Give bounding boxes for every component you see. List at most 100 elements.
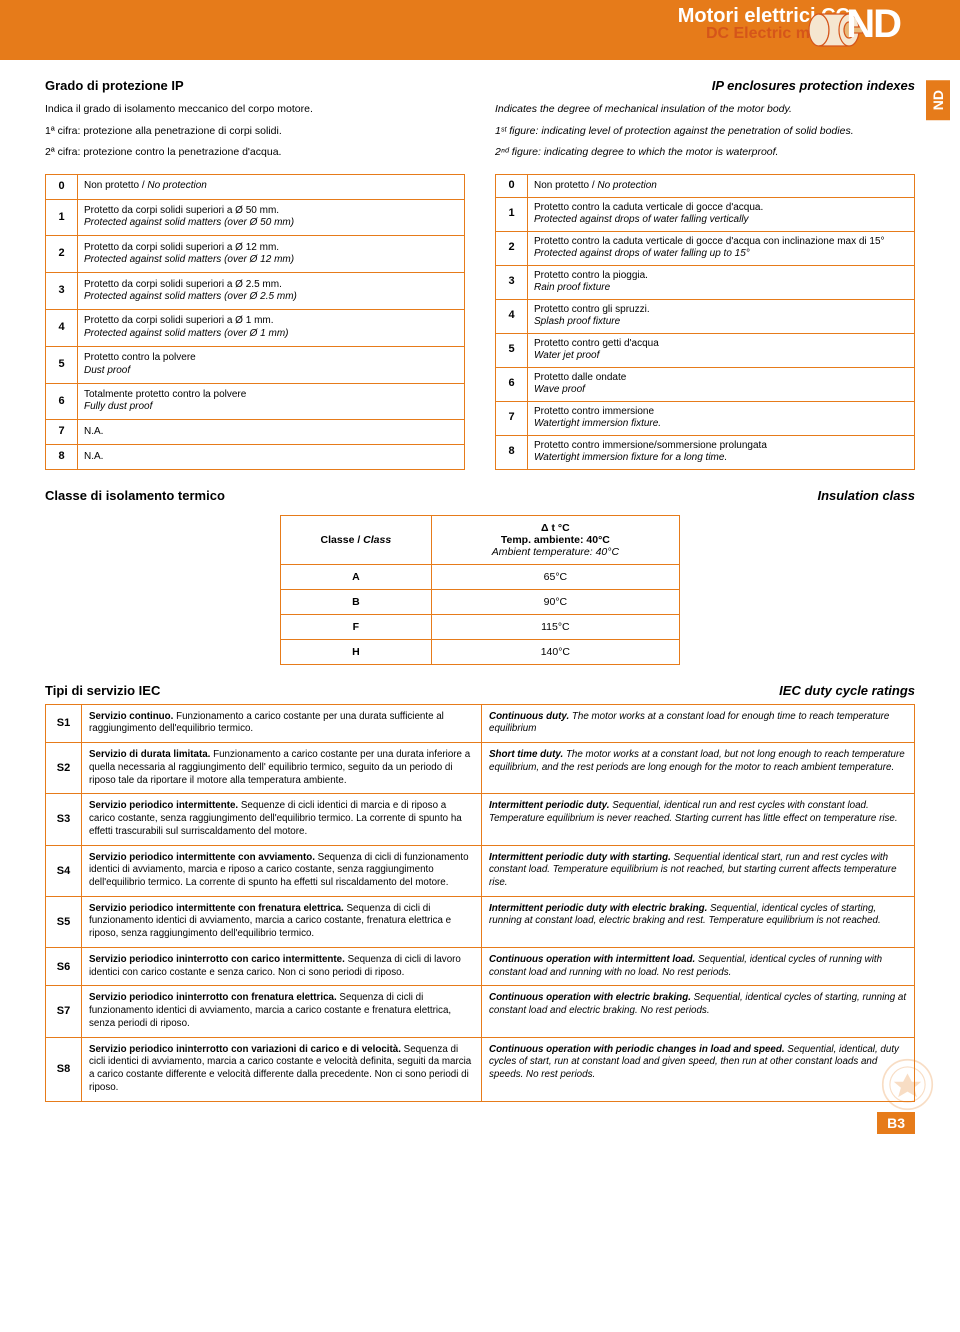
- class-col1: Classe / Class: [281, 515, 432, 564]
- table-row: S7Servizio periodico ininterrotto con fr…: [46, 986, 915, 1037]
- class-value: 115°C: [431, 614, 679, 639]
- table-row: F115°C: [281, 614, 680, 639]
- row-index: 3: [46, 273, 78, 310]
- row-text: Protetto contro immersioneWatertight imm…: [528, 401, 915, 435]
- duty-table: S1Servizio continuo. Funzionamento a car…: [45, 704, 915, 1102]
- row-text: N.A.: [78, 420, 465, 445]
- ip-title-en: IP enclosures protection indexes: [712, 78, 915, 93]
- class-value: 140°C: [431, 639, 679, 664]
- row-index: 7: [496, 401, 528, 435]
- table-row: 4Protetto da corpi solidi superiori a Ø …: [46, 309, 465, 346]
- row-index: 4: [46, 309, 78, 346]
- row-index: 0: [496, 174, 528, 197]
- row-text: Protetto contro la caduta verticale di g…: [528, 197, 915, 231]
- row-text: Protetto da corpi solidi superiori a Ø 1…: [78, 309, 465, 346]
- ip-intro-it: Indica il grado di isolamento meccanico …: [45, 103, 465, 168]
- table-row: S1Servizio continuo. Funzionamento a car…: [46, 704, 915, 742]
- table-row: S2Servizio di durata limitata. Funzionam…: [46, 743, 915, 794]
- row-index: 1: [496, 197, 528, 231]
- table-row: 6Totalmente protetto contro la polvereFu…: [46, 383, 465, 420]
- duty-en: Intermittent periodic duty with electric…: [482, 896, 915, 947]
- stamp-icon: [880, 1057, 935, 1112]
- row-text: Protetto contro getti d'acquaWater jet p…: [528, 333, 915, 367]
- duty-section-title: Tipi di servizio IEC IEC duty cycle rati…: [45, 683, 915, 698]
- table-row: 5Protetto contro la polvereDust proof: [46, 346, 465, 383]
- table-row: S5Servizio periodico intermittente con f…: [46, 896, 915, 947]
- row-index: 6: [496, 367, 528, 401]
- duty-en: Short time duty. The motor works at a co…: [482, 743, 915, 794]
- duty-en: Intermittent periodic duty. Sequential, …: [482, 794, 915, 845]
- class-label: F: [281, 614, 432, 639]
- row-index: 6: [46, 383, 78, 420]
- class-table: Classe / ClassΔ t °CTemp. ambiente: 40°C…: [280, 515, 680, 665]
- row-index: 8: [46, 444, 78, 469]
- ip-section-title: Grado di protezione IP IP enclosures pro…: [45, 78, 915, 93]
- ip-intro-en-2: 2ⁿᵈ figure: indicating degree to which t…: [495, 146, 915, 160]
- row-index: 4: [496, 299, 528, 333]
- header-badge: ND: [846, 2, 900, 47]
- table-row: A65°C: [281, 564, 680, 589]
- table-row: S3Servizio periodico intermittente. Sequ…: [46, 794, 915, 845]
- row-text: Protetto da corpi solidi superiori a Ø 2…: [78, 273, 465, 310]
- duty-it: Servizio continuo. Funzionamento a caric…: [82, 704, 482, 742]
- class-section-title: Classe di isolamento termico Insulation …: [45, 488, 915, 503]
- duty-code: S4: [46, 845, 82, 896]
- table-row: 2Protetto contro la caduta verticale di …: [496, 231, 915, 265]
- duty-code: S7: [46, 986, 82, 1037]
- table-row: 1Protetto contro la caduta verticale di …: [496, 197, 915, 231]
- class-label: A: [281, 564, 432, 589]
- row-index: 5: [46, 346, 78, 383]
- table-row: 6Protetto dalle ondateWave proof: [496, 367, 915, 401]
- ip-intro-it-2: 2ª cifra: protezione contro la penetrazi…: [45, 146, 465, 160]
- table-row: 0Non protetto / No protection: [496, 174, 915, 197]
- class-label: H: [281, 639, 432, 664]
- ip-tables: 0Non protetto / No protection1Protetto d…: [45, 168, 915, 470]
- duty-code: S2: [46, 743, 82, 794]
- class-value: 65°C: [431, 564, 679, 589]
- table-row: 8Protetto contro immersione/sommersione …: [496, 435, 915, 469]
- duty-en: Continuous operation with electric braki…: [482, 986, 915, 1037]
- row-text: Non protetto / No protection: [528, 174, 915, 197]
- row-index: 7: [46, 420, 78, 445]
- duty-en: Continuous operation with intermittent l…: [482, 947, 915, 985]
- ip-intro-it-0: Indica il grado di isolamento meccanico …: [45, 103, 465, 117]
- duty-it: Servizio di durata limitata. Funzionamen…: [82, 743, 482, 794]
- row-index: 2: [496, 231, 528, 265]
- duty-it: Servizio periodico intermittente. Sequen…: [82, 794, 482, 845]
- row-text: Protetto contro la pioggia.Rain proof fi…: [528, 265, 915, 299]
- class-table-wrap: Classe / ClassΔ t °CTemp. ambiente: 40°C…: [45, 515, 915, 665]
- duty-en: Continuous duty. The motor works at a co…: [482, 704, 915, 742]
- ip-table-water: 0Non protetto / No protection1Protetto c…: [495, 174, 915, 470]
- class-value: 90°C: [431, 589, 679, 614]
- row-index: 8: [496, 435, 528, 469]
- row-index: 3: [496, 265, 528, 299]
- table-row: S6Servizio periodico ininterrotto con ca…: [46, 947, 915, 985]
- row-text: Non protetto / No protection: [78, 174, 465, 199]
- table-row: B90°C: [281, 589, 680, 614]
- table-row: 7Protetto contro immersioneWatertight im…: [496, 401, 915, 435]
- duty-title-it: Tipi di servizio IEC: [45, 683, 160, 698]
- duty-code: S6: [46, 947, 82, 985]
- table-row: 2Protetto da corpi solidi superiori a Ø …: [46, 236, 465, 273]
- duty-en: Intermittent periodic duty with starting…: [482, 845, 915, 896]
- duty-it: Servizio periodico ininterrotto con cari…: [82, 947, 482, 985]
- duty-it: Servizio periodico ininterrotto con fren…: [82, 986, 482, 1037]
- duty-code: S5: [46, 896, 82, 947]
- page-number: B3: [877, 1112, 915, 1134]
- row-text: Protetto contro la caduta verticale di g…: [528, 231, 915, 265]
- row-index: 2: [46, 236, 78, 273]
- table-row: 1Protetto da corpi solidi superiori a Ø …: [46, 199, 465, 236]
- row-index: 0: [46, 174, 78, 199]
- duty-code: S1: [46, 704, 82, 742]
- class-title-en: Insulation class: [817, 488, 915, 503]
- class-title-it: Classe di isolamento termico: [45, 488, 225, 503]
- table-row: 5Protetto contro getti d'acquaWater jet …: [496, 333, 915, 367]
- table-row: 0Non protetto / No protection: [46, 174, 465, 199]
- row-text: Protetto da corpi solidi superiori a Ø 1…: [78, 236, 465, 273]
- ip-intro-en-0: Indicates the degree of mechanical insul…: [495, 103, 915, 117]
- duty-it: Servizio periodico intermittente con avv…: [82, 845, 482, 896]
- ip-intro-it-1: 1ª cifra: protezione alla penetrazione d…: [45, 125, 465, 139]
- table-row: 3Protetto da corpi solidi superiori a Ø …: [46, 273, 465, 310]
- page-header: Motori elettrici CC DC Electric motors N…: [0, 0, 960, 60]
- duty-code: S8: [46, 1037, 82, 1101]
